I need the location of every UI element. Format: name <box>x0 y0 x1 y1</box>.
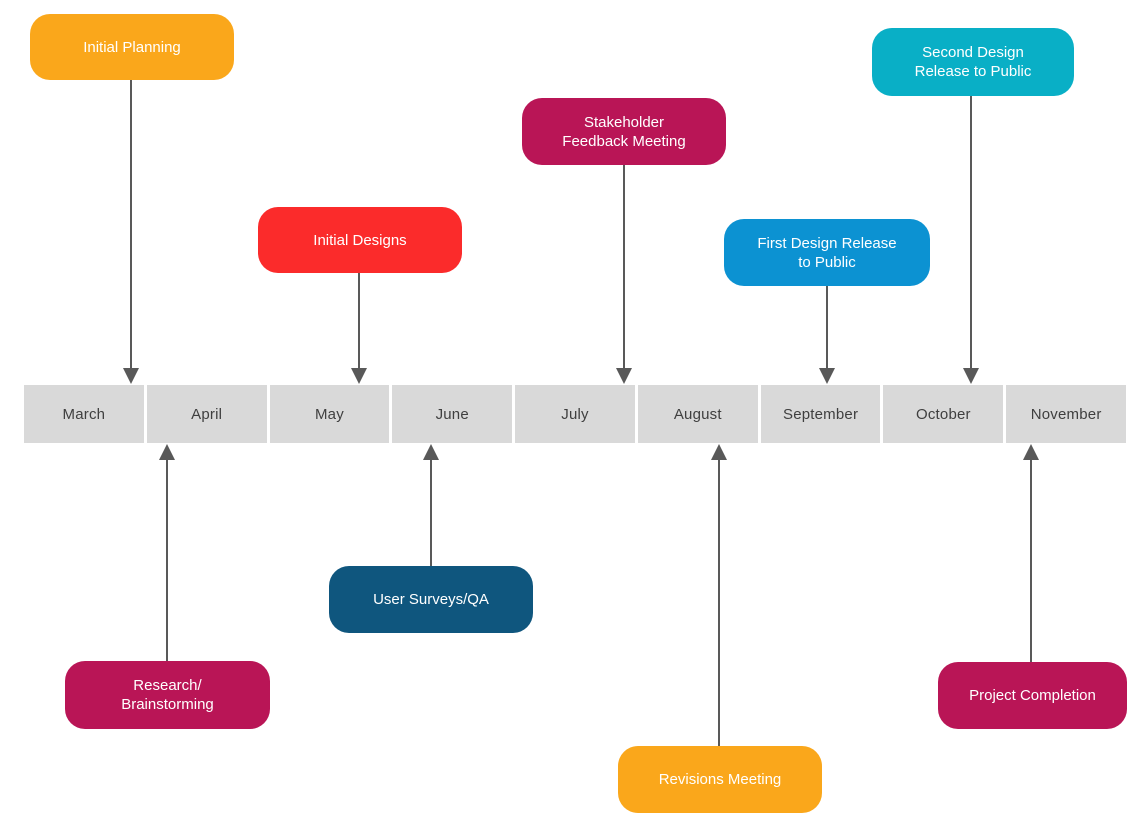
timeline-month-bar: March April May June July August September Octo… <box>24 385 1127 443</box>
month-cell-may: May <box>269 385 390 443</box>
connector-line-research-brainstorming <box>165 460 169 661</box>
arrowhead-up-icon <box>711 444 727 460</box>
event-label: Second Design Release to Public <box>914 44 1032 80</box>
month-cell-september: September <box>760 385 881 443</box>
arrowhead-down-icon <box>819 368 835 384</box>
month-label: May <box>314 405 344 423</box>
connector-line-initial-planning <box>129 80 133 368</box>
arrowhead-up-icon <box>159 444 175 460</box>
event-label: Initial Designs <box>313 231 407 249</box>
event-box-revisions-meeting: Revisions Meeting <box>618 746 822 813</box>
month-label: July <box>561 405 589 423</box>
arrowhead-down-icon <box>351 368 367 384</box>
arrowhead-down-icon <box>616 368 632 384</box>
connector-line-second-design-release-to-public <box>969 96 973 368</box>
event-box-research-brainstorming: Research/ Brainstorming <box>65 661 270 729</box>
month-label: November <box>1030 405 1102 423</box>
month-label: August <box>673 405 722 423</box>
event-label: Research/ Brainstorming <box>121 677 214 713</box>
event-box-project-completion: Project Completion <box>938 662 1127 729</box>
month-cell-june: June <box>392 385 513 443</box>
month-cell-august: August <box>637 385 758 443</box>
arrowhead-up-icon <box>1023 444 1039 460</box>
event-label: Stakeholder Feedback Meeting <box>562 113 686 150</box>
connector-line-project-completion <box>1029 460 1033 662</box>
event-label: Project Completion <box>969 687 1096 704</box>
arrowhead-up-icon <box>423 444 439 460</box>
event-box-initial-designs: Initial Designs <box>258 207 462 273</box>
event-box-stakeholder-feedback-meeting: Stakeholder Feedback Meeting <box>522 98 726 165</box>
connector-line-first-design-release-to-public <box>825 286 829 368</box>
event-box-first-design-release-to-public: First Design Release to Public <box>724 219 930 286</box>
month-label: June <box>435 405 469 423</box>
event-box-initial-planning: Initial Planning <box>30 14 234 80</box>
month-cell-november: November <box>1006 385 1127 443</box>
month-label: April <box>191 405 223 423</box>
arrowhead-down-icon <box>963 368 979 384</box>
month-cell-april: April <box>146 385 267 443</box>
month-label: March <box>62 405 106 423</box>
event-label: Initial Planning <box>83 38 181 56</box>
connector-line-stakeholder-feedback-meeting <box>622 165 626 368</box>
month-cell-march: March <box>24 385 144 443</box>
month-cell-october: October <box>883 385 1004 443</box>
event-box-second-design-release-to-public: Second Design Release to Public <box>872 28 1074 96</box>
connector-line-revisions-meeting <box>717 460 721 746</box>
month-cell-july: July <box>515 385 635 443</box>
event-box-user-surveys-qa: User Surveys/QA <box>329 566 533 633</box>
month-label: September <box>782 405 859 423</box>
event-label: First Design Release to Public <box>757 234 897 271</box>
event-label: Revisions Meeting <box>658 771 782 788</box>
connector-line-user-surveys-qa <box>429 460 433 566</box>
arrowhead-down-icon <box>123 368 139 384</box>
connector-line-initial-designs <box>357 273 361 368</box>
month-label: October <box>915 405 971 423</box>
event-label: User Surveys/QA <box>373 591 489 608</box>
